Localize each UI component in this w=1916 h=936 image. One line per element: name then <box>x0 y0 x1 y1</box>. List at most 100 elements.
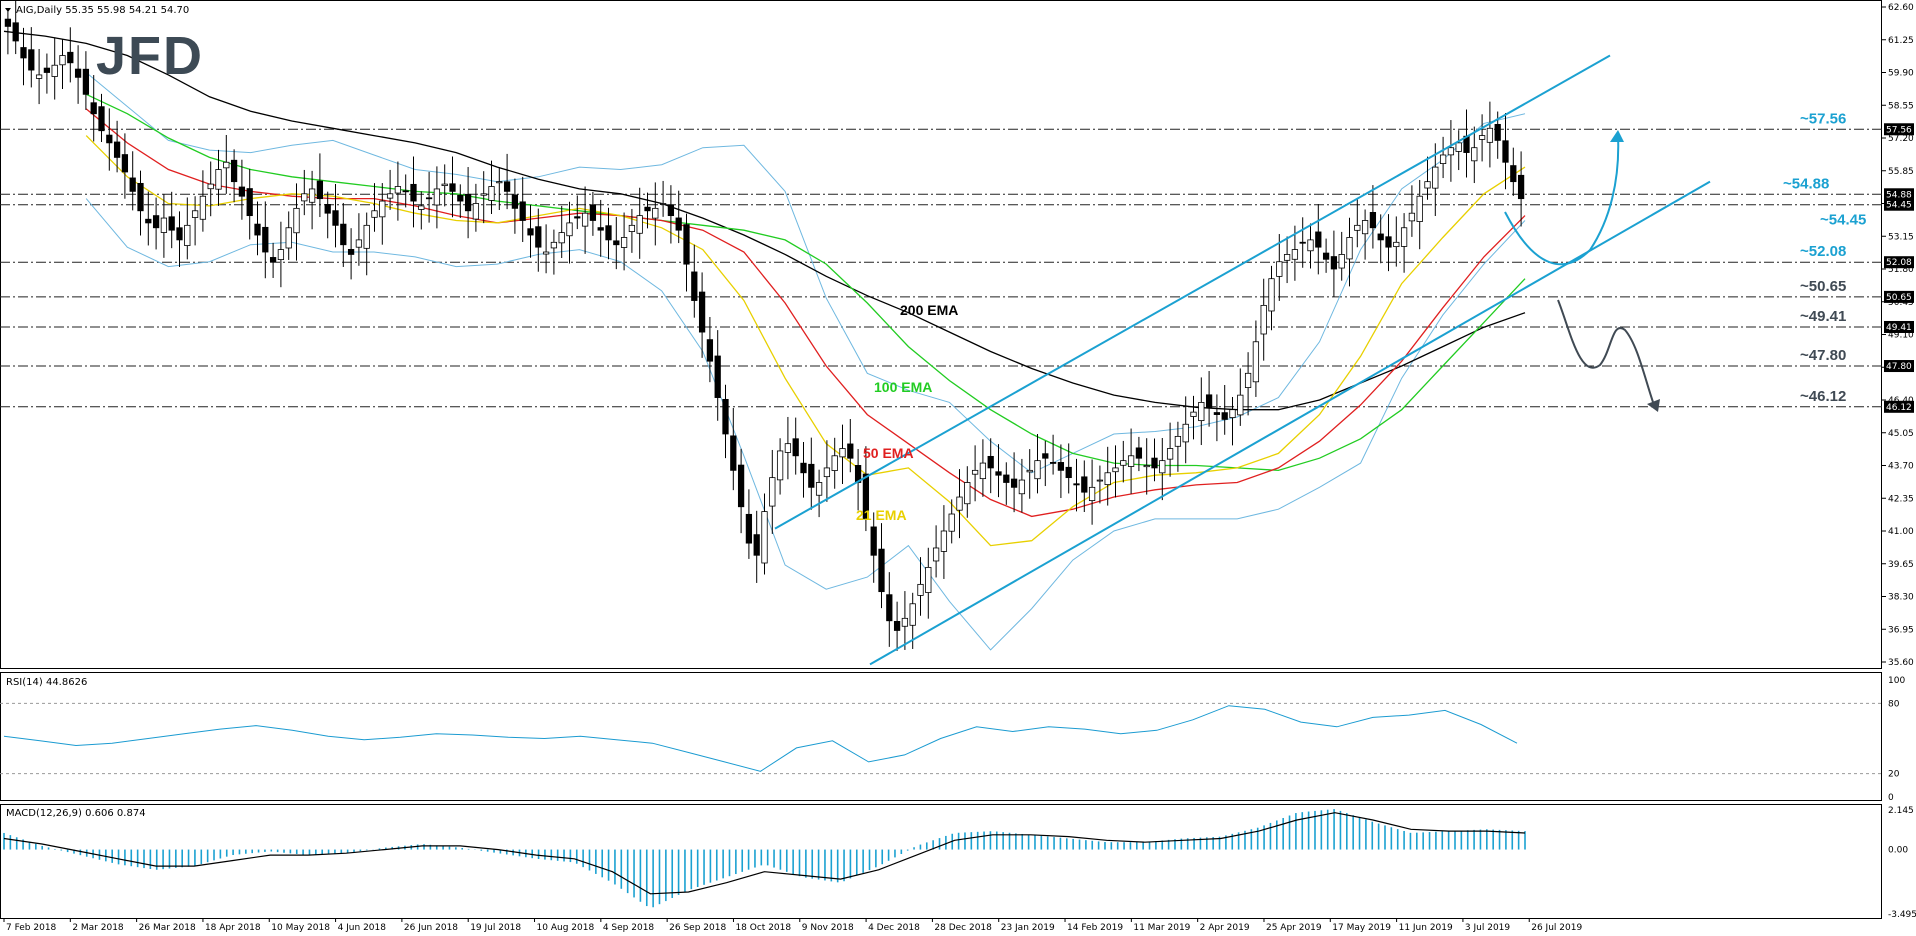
time-tick-label: 11 Mar 2019 <box>1133 923 1190 933</box>
level-label: ~52.08 <box>1800 243 1846 260</box>
candle-bullish <box>659 203 667 205</box>
candle-bullish <box>581 212 589 227</box>
price-tick-label: 59.90 <box>1888 69 1914 79</box>
candle-bearish <box>691 271 698 301</box>
level-label: ~47.80 <box>1800 347 1846 364</box>
candle-bearish <box>698 291 706 333</box>
candle-bullish <box>1174 435 1182 447</box>
candle-bearish <box>886 594 893 622</box>
price-tick-label: 55.85 <box>1888 167 1914 177</box>
time-tick-label: 26 Jul 2019 <box>1531 923 1582 933</box>
candle-bullish <box>379 200 386 218</box>
bearish-scenario-arrow <box>1557 299 1656 409</box>
level-price-box <box>1884 360 1914 373</box>
dropdown-arrow-icon[interactable] <box>5 8 11 12</box>
bullish-scenario-arrow <box>1504 134 1620 266</box>
time-tick-label: 26 Jun 2018 <box>404 923 458 933</box>
candle-bearish <box>714 355 721 398</box>
level-price-box <box>1884 400 1914 413</box>
price-tick-label: 49.10 <box>1888 331 1914 341</box>
time-tick-label: 11 Jun 2019 <box>1399 923 1453 933</box>
candle-bullish <box>831 455 838 471</box>
candle-bullish <box>1393 241 1400 248</box>
candle-bullish <box>620 237 628 248</box>
candle-bullish <box>1190 411 1197 417</box>
candle-bearish <box>1003 474 1010 483</box>
candle-bearish <box>870 526 877 556</box>
price-axis: 62.6061.2559.9058.5557.2055.8554.5053.15… <box>1882 3 1914 668</box>
candle-bearish <box>43 67 51 73</box>
rsi-panel <box>0 672 1882 801</box>
candle-bullish <box>472 203 480 220</box>
macd-scale-label: -3.495 <box>1888 910 1916 920</box>
macd-panel <box>0 804 1882 919</box>
candle-bullish <box>199 195 207 220</box>
candle-bullish <box>184 224 191 246</box>
candle-bullish <box>308 188 316 203</box>
bollinger-bands <box>85 72 1526 651</box>
candle-bullish <box>1252 341 1260 383</box>
candle-bullish <box>925 566 932 593</box>
level-price-box <box>1884 188 1914 201</box>
candle-bullish <box>628 224 636 232</box>
symbol-header: AIG,Daily 55.35 55.98 54.21 54.70 <box>16 5 189 16</box>
candle-bullish <box>784 443 792 453</box>
candle-bullish <box>1096 479 1104 482</box>
ema-line-200 <box>3 30 1526 411</box>
candle-bearish <box>347 248 355 255</box>
candle-bearish <box>987 455 994 469</box>
candle-bearish <box>1081 476 1088 493</box>
candle-bullish <box>35 74 43 79</box>
candle-bullish <box>1276 261 1283 277</box>
channel-line-upper <box>774 54 1611 530</box>
level-price-box <box>1884 290 1914 303</box>
candle-bearish <box>67 51 74 64</box>
candle-bullish <box>776 450 784 481</box>
candle-bullish <box>1034 460 1041 480</box>
candle-bearish <box>262 226 269 253</box>
level-price-box-label: 52.08 <box>1886 258 1912 268</box>
candle-bullish <box>1354 224 1361 231</box>
candle-bullish <box>277 249 285 261</box>
ema-lines <box>3 30 1526 547</box>
candle-bearish <box>574 216 581 219</box>
candle-bullish <box>917 583 924 596</box>
candle-bearish <box>893 621 901 631</box>
candle-bearish <box>129 177 136 192</box>
time-tick-label: 2 Mar 2018 <box>72 923 124 933</box>
candle-bearish <box>995 471 1002 476</box>
candle-bearish <box>1377 233 1384 241</box>
candle-bullish <box>1291 249 1299 260</box>
candle-bullish <box>371 210 378 218</box>
time-tick-label: 25 Apr 2019 <box>1266 923 1322 933</box>
time-tick-label: 4 Dec 2018 <box>868 923 920 933</box>
level-price-box <box>1884 256 1914 269</box>
candle-bullish <box>355 239 363 248</box>
price-tick-label: 41.00 <box>1888 527 1914 537</box>
candle-bullish <box>51 64 58 77</box>
candle-bullish <box>1361 220 1369 235</box>
candle-bearish <box>878 548 885 593</box>
candle-bearish <box>1057 462 1065 471</box>
candle-bearish <box>1010 478 1018 488</box>
time-tick-label: 4 Sep 2018 <box>603 923 655 933</box>
rsi-scale-label: 80 <box>1888 699 1900 709</box>
candle-bullish <box>1439 154 1447 164</box>
candle-bullish <box>301 193 308 202</box>
price-tick-label: 62.60 <box>1888 3 1914 13</box>
candle-bullish <box>1424 181 1431 189</box>
candle-bearish <box>90 102 97 115</box>
time-tick-label: 7 Feb 2018 <box>6 923 57 933</box>
candle-bearish <box>737 464 745 508</box>
level-label: ~46.12 <box>1800 388 1846 405</box>
candle-bearish <box>137 182 144 212</box>
candle-bullish <box>1166 448 1174 460</box>
candle-bullish <box>1104 472 1111 486</box>
candle-bullish <box>1198 402 1205 422</box>
level-price-box <box>1884 123 1914 136</box>
macd-indicator: 2.145 0.00 -3.495 <box>3 806 1916 920</box>
time-tick-label: 18 Oct 2018 <box>735 923 791 933</box>
price-tick-label: 43.70 <box>1888 462 1914 472</box>
level-labels: ~57.56 ~54.88 ~54.45 ~52.08 ~50.65 ~49.41 ~47.… <box>1783 110 1866 405</box>
candle-bearish <box>254 223 261 236</box>
